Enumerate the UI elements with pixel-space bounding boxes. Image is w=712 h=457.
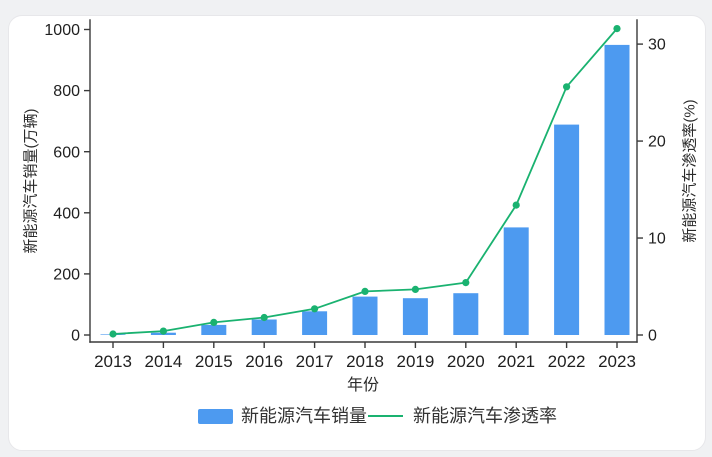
x-tick-label: 2013	[94, 352, 132, 371]
line-marker-2016	[260, 313, 268, 322]
line-marker-2013	[109, 330, 117, 338]
legend-sales-swatch	[198, 409, 233, 424]
x-tick-label: 2015	[195, 352, 233, 371]
line-marker-2020	[462, 279, 470, 287]
legend-rate-label: 新能源汽车渗透率	[413, 406, 557, 426]
line-marker-2019	[411, 285, 419, 293]
line-marker-2017	[311, 305, 319, 313]
x-tick-label: 2019	[396, 352, 434, 371]
legend-sales-label: 新能源汽车销量	[241, 406, 367, 426]
line-marker-2022	[563, 83, 571, 91]
x-tick-label: 2023	[598, 352, 636, 371]
y-left-tick-label: 200	[53, 267, 80, 284]
x-tick-label: 2021	[497, 352, 535, 371]
bar-2019	[402, 298, 428, 335]
bar-2016	[251, 319, 277, 335]
sales-bars	[100, 44, 630, 336]
y-right-tick-label: 20	[648, 134, 666, 151]
x-tick-label: 2018	[346, 352, 384, 371]
bar-2018	[352, 296, 378, 335]
left-axis-title: 新能源汽车销量(万辆)	[22, 109, 39, 254]
line-marker-2015	[210, 318, 218, 326]
y-right-tick-label: 10	[648, 231, 666, 248]
y-left-tick-label: 0	[71, 328, 80, 345]
line-marker-2021	[512, 201, 520, 209]
bar-2023	[604, 44, 630, 336]
x-axis-title: 年份	[347, 376, 379, 394]
bar-2015	[201, 324, 227, 335]
right-axis-title: 新能源汽车渗透率(%)	[681, 99, 698, 242]
bar-2020	[453, 293, 479, 335]
bar-2021	[503, 227, 529, 335]
line-marker-2023	[613, 25, 621, 33]
legend: 新能源汽车销量 新能源汽车渗透率	[198, 406, 557, 426]
x-tick-label: 2014	[144, 352, 182, 371]
plot-area: 0 200 400 600 800 1000 0 10 20 30 2013 2014 2015 2016…	[44, 19, 666, 371]
line-marker-2014	[159, 327, 167, 335]
y-right-tick-label: 30	[648, 37, 666, 54]
y-left-tick-label: 1000	[44, 22, 80, 39]
tick-marks	[84, 28, 643, 348]
y-left-tick-label: 600	[53, 144, 80, 161]
x-tick-label: 2016	[245, 352, 283, 371]
x-tick-label: 2017	[296, 352, 334, 371]
y-right-tick-label: 0	[648, 328, 657, 345]
y-left-tick-label: 800	[53, 83, 80, 100]
line-marker-2018	[361, 287, 369, 295]
chart-card	[8, 15, 706, 451]
axes	[89, 19, 638, 343]
tick-label-group: 0 200 400 600 800 1000 0 10 20 30 2013 2014 2015 2016…	[44, 22, 665, 371]
bar-2017	[302, 311, 328, 335]
penetration-markers	[109, 25, 621, 338]
bar-2022	[554, 124, 580, 335]
x-tick-label: 2022	[548, 352, 586, 371]
x-tick-label: 2020	[447, 352, 485, 371]
y-left-tick-label: 400	[53, 205, 80, 222]
